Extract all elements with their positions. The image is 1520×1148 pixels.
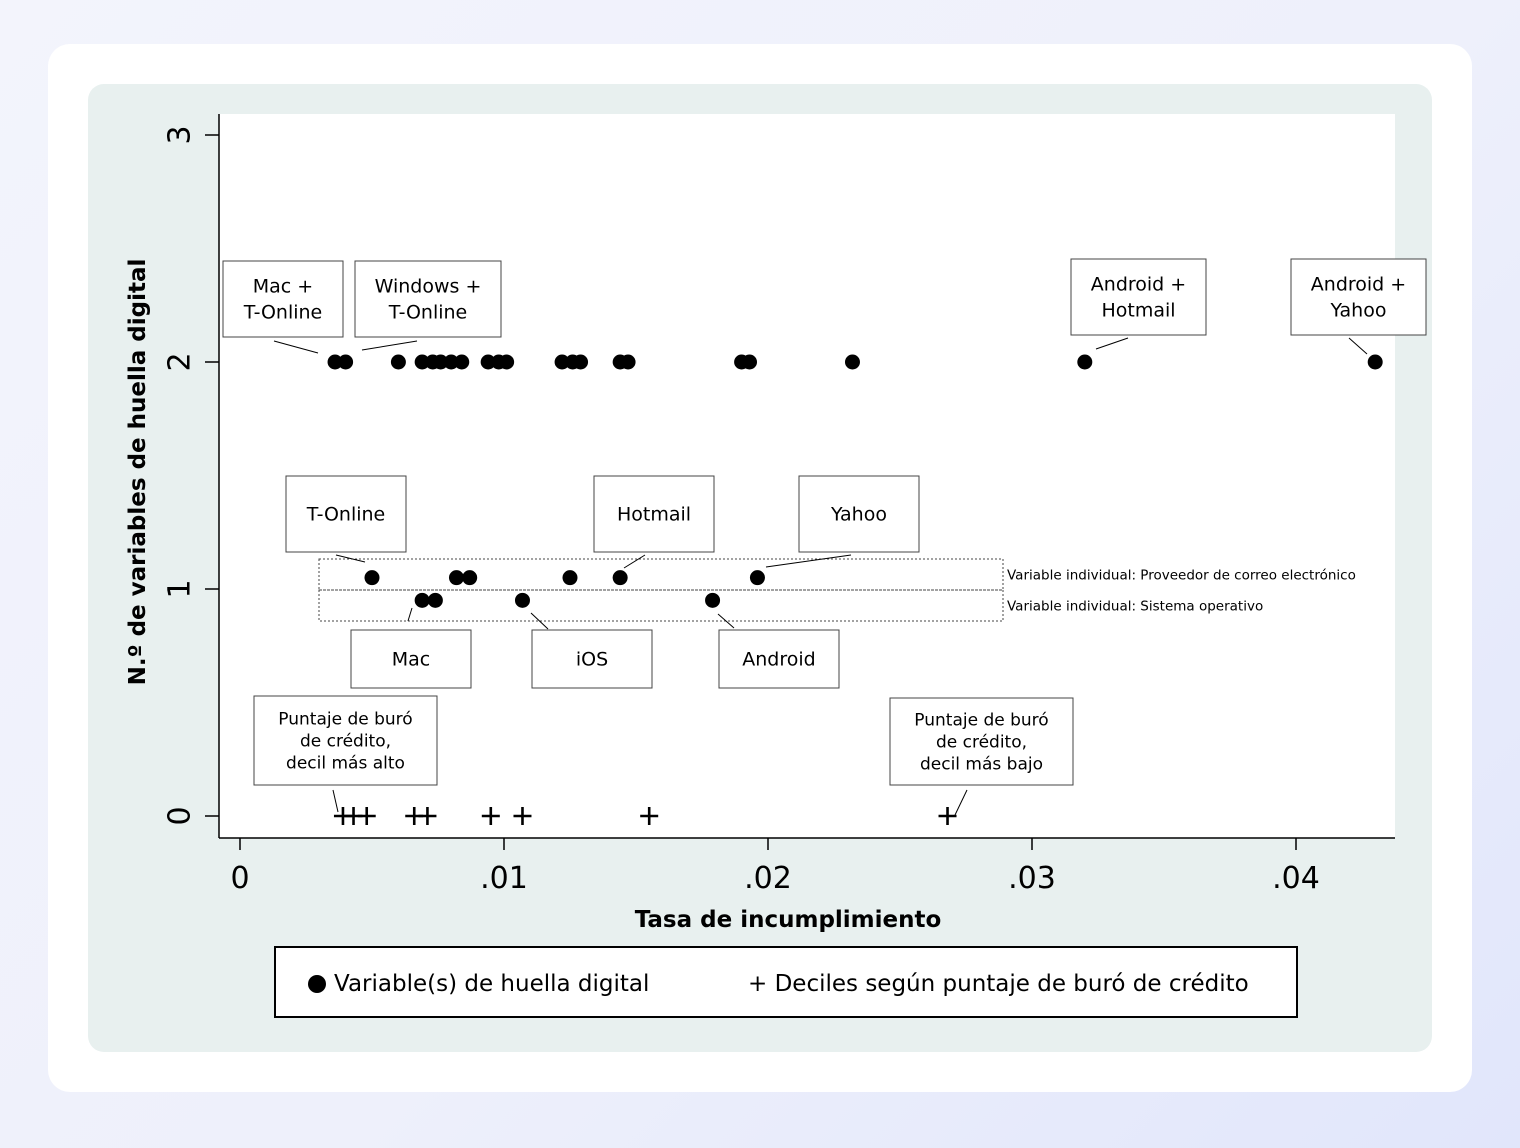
data-point-dot [448,570,464,586]
x-tick-label: .03 [1008,861,1056,896]
data-point-dot [1367,354,1383,370]
annotation-leader [1095,337,1129,350]
annotation-leader [407,607,413,622]
data-point-dot [705,592,721,608]
annotation-text: Android + [1311,274,1406,296]
x-tick-label: .01 [480,861,528,896]
data-point-dot [1077,354,1093,370]
annotation-leader [332,789,339,813]
group-label: Variable individual: Sistema operativo [1007,599,1263,615]
x-tick-label: .04 [1272,861,1320,896]
annotation-leader [1348,337,1368,355]
annotation-text: T-Online [306,504,386,526]
annotation-text: Puntaje de buró [278,709,412,729]
data-point-dot [749,570,765,586]
y-tick-label: 1 [163,579,198,598]
data-point-plus [513,807,532,825]
data-point-dot [844,354,860,370]
annotation-text: Hotmail [617,504,691,526]
data-point-dot [514,592,530,608]
dot-marker-icon [308,975,326,993]
annotation-text: de crédito, [936,732,1027,752]
data-point-dot [414,592,430,608]
annotation-text: T-Online [243,302,323,324]
y-tick-label: 0 [163,806,198,825]
y-tick-label: 3 [163,125,198,144]
annotation-leader [954,789,968,816]
annotation-leader [717,613,735,629]
legend: Variable(s) de huella digital + Deciles … [274,946,1298,1018]
data-point-dot [364,570,380,586]
data-point-plus [418,807,437,825]
annotation-text: T-Online [388,302,468,324]
data-point-dot [480,354,496,370]
data-point-dot [462,570,478,586]
data-point-dot [327,354,343,370]
data-point-dot [414,354,430,370]
annotation-text: Puntaje de buró [914,710,1048,730]
group-band [318,589,1004,622]
data-point-plus [357,807,376,825]
data-point-dot [433,354,449,370]
annotation-box [222,260,344,338]
legend-item-dots: Variable(s) de huella digital [308,948,649,1020]
annotation-box [889,697,1074,786]
legend-plus-label: + Deciles según puntaje de buró de crédi… [748,971,1249,997]
data-point-dot [390,354,406,370]
annotation-text: Windows + [375,276,482,298]
y-tick-label: 2 [163,352,198,371]
annotation-text: Mac + [253,276,313,298]
annotation-text: Yahoo [830,504,887,526]
annotation-leader [335,554,366,563]
data-point-plus [938,807,957,825]
annotation-leader [530,612,549,630]
x-tick-label: 0 [230,861,249,896]
annotation-box [531,629,653,689]
data-point-dot [338,354,354,370]
annotation-text: Yahoo [1330,300,1387,322]
data-point-dot [612,570,628,586]
legend-dot-label: Variable(s) de huella digital [334,971,650,997]
data-point-plus [640,807,659,825]
annotation-leader [361,340,418,351]
data-point-dot [443,354,459,370]
group-label: Variable individual: Proveedor de correo… [1007,568,1356,584]
data-point-dot [562,570,578,586]
annotation-box [1290,258,1427,336]
legend-item-plus: + Deciles según puntaje de buró de crédi… [748,948,1249,1020]
annotation-text: iOS [576,649,608,671]
data-point-dot [454,354,470,370]
annotation-box [285,475,407,553]
x-axis-title: Tasa de incumplimiento [635,907,942,933]
annotation-leader [623,554,646,569]
annotation-text: Android [742,649,815,671]
annotation-text: decil más alto [286,753,405,773]
data-point-dot [573,354,589,370]
data-point-dot [554,354,570,370]
annotation-box [798,475,920,553]
annotation-leader [765,554,852,568]
data-point-plus [481,807,500,825]
data-point-dot [620,354,636,370]
annotation-text: Hotmail [1101,300,1175,322]
annotation-text: Mac [392,649,430,671]
y-axis-title: N.º de variables de huella digital [125,259,151,686]
annotation-box [1070,258,1207,336]
annotation-box [350,629,472,689]
data-point-dot [499,354,515,370]
annotation-box [718,629,840,689]
annotation-text: Android + [1091,274,1186,296]
x-tick-label: .02 [744,861,792,896]
annotation-text: decil más bajo [920,754,1043,774]
annotation-box [354,260,502,338]
annotation-leader [273,340,319,354]
data-point-dot [427,592,443,608]
annotation-box [593,475,715,553]
annotation-box [253,695,438,786]
data-point-dot [742,354,758,370]
annotation-text: de crédito, [300,731,391,751]
